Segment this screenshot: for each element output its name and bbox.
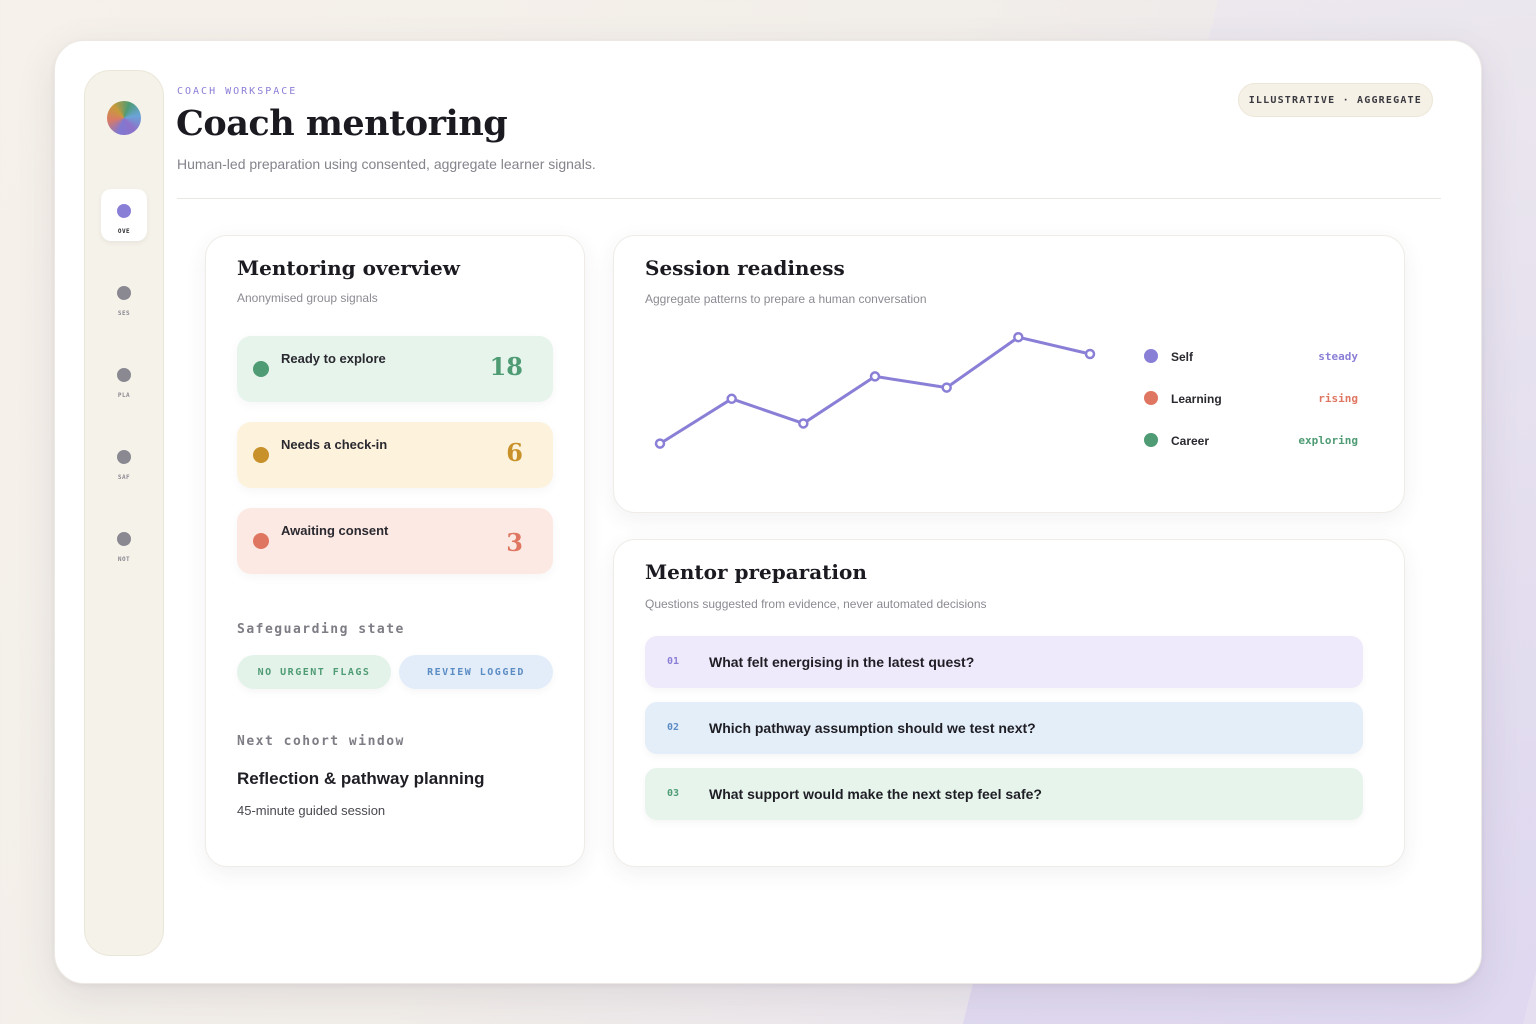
legend-item-self: Self steady	[1144, 346, 1358, 366]
status-badge: ILLUSTRATIVE · AGGREGATE	[1237, 83, 1433, 117]
stat-label: Awaiting consent	[281, 523, 389, 538]
dot-icon	[117, 368, 131, 382]
card-subtitle: Questions suggested from evidence, never…	[645, 597, 987, 611]
sidebar-item-sessions[interactable]: SES	[101, 271, 147, 323]
card-title: Session readiness	[645, 256, 845, 280]
status-dot-icon	[253, 533, 269, 549]
stat-value: 18	[489, 352, 523, 381]
next-cohort-title: Reflection & pathway planning	[237, 769, 485, 788]
session-readiness-card: Session readiness Aggregate patterns to …	[613, 235, 1405, 513]
sidebar-item-label: OVE	[117, 228, 131, 235]
data-point[interactable]	[941, 382, 952, 393]
question-number: 03	[667, 788, 680, 799]
sidebar-item-label: NOT	[117, 556, 131, 563]
dot-icon	[117, 532, 131, 546]
data-point[interactable]	[869, 371, 881, 382]
sidebar-item-label: SAF	[117, 474, 131, 481]
status-dot-icon	[253, 361, 269, 377]
sidebar-item-label: SES	[117, 310, 131, 317]
no-urgent-flags-pill: NO URGENT FLAGS	[237, 655, 391, 689]
sidebar: OVE SES PLA SAF NOT	[84, 70, 164, 956]
question-number: 02	[667, 722, 680, 733]
question-item[interactable]: 02 Which pathway assumption should we te…	[645, 702, 1363, 754]
data-point[interactable]	[726, 393, 737, 405]
header-divider	[177, 198, 1441, 199]
stat-awaiting-consent[interactable]: Awaiting consent 3	[237, 508, 553, 574]
page-title: Coach mentoring	[176, 103, 508, 144]
legend-name: Learning	[1171, 392, 1222, 406]
stat-label: Needs a check-in	[281, 437, 388, 452]
legend-dot-icon	[1144, 433, 1158, 447]
legend-name: Career	[1171, 434, 1210, 448]
mentor-preparation-card: Mentor preparation Questions suggested f…	[613, 539, 1405, 867]
stat-value: 6	[506, 438, 523, 467]
readiness-line-chart	[654, 331, 1096, 449]
safeguarding-label: Safeguarding state	[237, 622, 405, 637]
card-subtitle: Anonymised group signals	[237, 291, 378, 305]
legend-item-career: Career exploring	[1144, 430, 1358, 450]
legend-status: exploring	[1298, 434, 1358, 447]
card-title: Mentor preparation	[645, 560, 867, 584]
card-title: Mentoring overview	[237, 256, 460, 280]
stat-value: 3	[506, 528, 523, 557]
data-point[interactable]	[1013, 331, 1024, 343]
status-dot-icon	[253, 447, 269, 463]
data-point[interactable]	[654, 438, 666, 449]
eyebrow-label: COACH WORKSPACE	[177, 86, 298, 97]
sidebar-item-overview[interactable]: OVE	[101, 189, 147, 241]
data-point[interactable]	[798, 418, 809, 429]
mentoring-overview-card: Mentoring overview Anonymised group sign…	[205, 235, 585, 867]
dot-icon	[117, 204, 131, 218]
legend-dot-icon	[1144, 391, 1158, 405]
question-item[interactable]: 01 What felt energising in the latest qu…	[645, 636, 1363, 688]
next-cohort-label: Next cohort window	[237, 734, 405, 749]
legend-name: Self	[1171, 350, 1194, 364]
dot-icon	[117, 286, 131, 300]
series-line	[659, 335, 1091, 445]
legend-status: rising	[1318, 392, 1358, 405]
app-window: OVE SES PLA SAF NOT COACH WORKSPACE Coac…	[54, 40, 1482, 984]
sidebar-item-label: PLA	[117, 392, 131, 399]
avatar[interactable]	[107, 101, 141, 135]
question-text: What felt energising in the latest quest…	[709, 654, 975, 670]
review-logged-pill: REVIEW LOGGED	[399, 655, 553, 689]
sidebar-item-notes[interactable]: NOT	[101, 517, 147, 569]
question-item[interactable]: 03 What support would make the next step…	[645, 768, 1363, 820]
page-subtitle: Human-led preparation using consented, a…	[177, 156, 596, 172]
legend-dot-icon	[1144, 349, 1158, 363]
question-text: What support would make the next step fe…	[709, 786, 1042, 802]
question-number: 01	[667, 656, 680, 667]
data-point[interactable]	[1084, 348, 1096, 360]
question-text: Which pathway assumption should we test …	[709, 720, 1036, 736]
next-cohort-meta: 45-minute guided session	[237, 803, 386, 818]
dot-icon	[117, 450, 131, 464]
legend-item-learning: Learning rising	[1144, 388, 1358, 408]
sidebar-item-planning[interactable]: PLA	[101, 353, 147, 405]
stat-ready-to-explore[interactable]: Ready to explore 18	[237, 336, 553, 402]
sidebar-item-safeguarding[interactable]: SAF	[101, 435, 147, 487]
stat-needs-check-in[interactable]: Needs a check-in 6	[237, 422, 553, 488]
legend-status: steady	[1318, 350, 1358, 363]
card-subtitle: Aggregate patterns to prepare a human co…	[645, 292, 927, 306]
stat-label: Ready to explore	[281, 351, 386, 366]
